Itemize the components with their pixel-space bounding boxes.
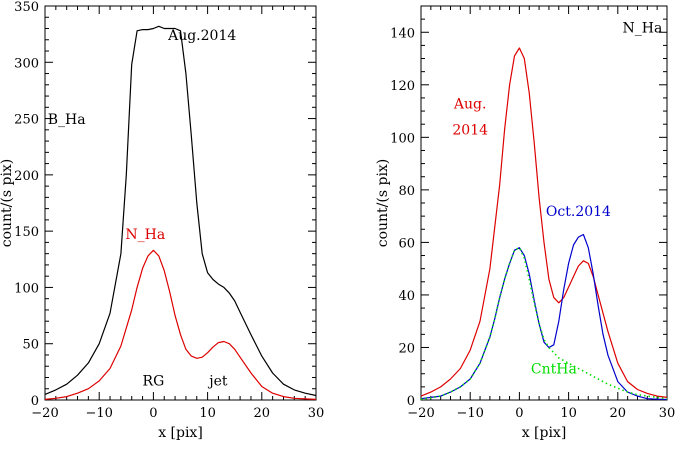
annotation-label: 2014 — [452, 123, 488, 139]
x-tick-label: 10 — [199, 406, 216, 421]
annotation-label: B_Ha — [48, 112, 86, 128]
chart-panel-right: −20 −10 0 10 20 30 0 20 40 60 80 100 120 140 x [pix] co… — [375, 5, 676, 441]
x-tick-label: −10 — [85, 406, 112, 421]
series-line-b-ha — [44, 25, 317, 397]
x-axis-label: x [pix] — [158, 425, 203, 441]
series-line-n-ha — [44, 249, 317, 400]
x-tick-label: 0 — [515, 406, 523, 421]
y-tick-label: 300 — [14, 56, 39, 71]
y-tick-label: 350 — [14, 0, 39, 15]
y-tick-label: 200 — [14, 169, 39, 184]
annotation-label: N_Ha — [622, 20, 662, 36]
series-line-cntha — [420, 246, 668, 400]
y-tick-label: 250 — [14, 113, 39, 128]
y-tick-label: 40 — [398, 289, 415, 304]
annotation-label: Aug.2014 — [167, 28, 236, 44]
annotation-label: Oct.2014 — [546, 204, 611, 220]
x-tick-label: 0 — [149, 406, 157, 421]
annotation-label: N_Ha — [125, 227, 165, 243]
series-line-aug-2014 — [420, 47, 668, 398]
x-tick-label: 30 — [308, 406, 325, 421]
annotation-label: CntHa — [531, 362, 577, 378]
y-tick-label: 140 — [390, 26, 415, 41]
y-tick-label: 0 — [407, 394, 415, 409]
annotation-label: RG — [143, 373, 165, 389]
x-axis-label: x [pix] — [522, 425, 567, 441]
y-tick-label: 50 — [22, 338, 39, 353]
y-tick-label: 0 — [31, 394, 39, 409]
annotation-label: jet — [207, 373, 228, 389]
annotation-label: Aug. — [453, 96, 487, 112]
y-tick-label: 80 — [398, 184, 415, 199]
y-tick-label: 60 — [398, 236, 415, 251]
y-tick-label: 20 — [398, 341, 415, 356]
x-tick-label: −10 — [456, 406, 483, 421]
y-axis-label: count/(s pix) — [0, 159, 15, 248]
y-tick-label: 100 — [14, 281, 39, 296]
x-tick-label: −20 — [407, 406, 434, 421]
y-axis-label: count/(s pix) — [375, 159, 391, 248]
x-tick-label: 20 — [610, 406, 627, 421]
x-tick-label: 20 — [254, 406, 271, 421]
y-tick-label: 100 — [390, 131, 415, 146]
plot-frame — [44, 5, 317, 401]
x-tick-label: 10 — [560, 406, 577, 421]
x-tick-label: 30 — [659, 406, 676, 421]
x-tick-label: −20 — [31, 406, 58, 421]
y-tick-label: 120 — [390, 79, 415, 94]
y-tick-label: 150 — [14, 225, 39, 240]
